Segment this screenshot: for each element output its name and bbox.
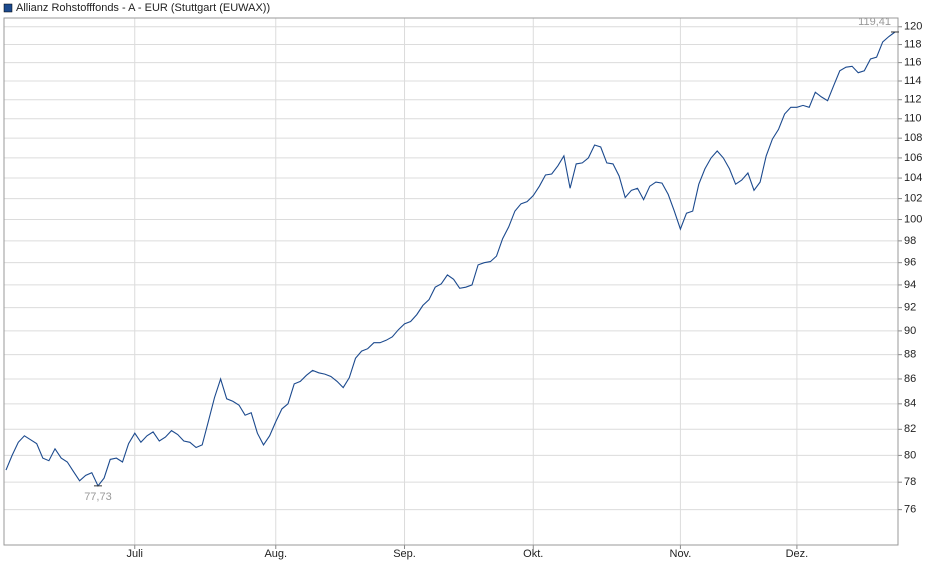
y-tick-label: 96 <box>904 257 916 269</box>
annotation: 119,41 <box>858 16 891 28</box>
y-tick-label: 86 <box>904 373 916 385</box>
y-tick-label: 92 <box>904 302 916 314</box>
x-tick-label: Nov. <box>670 548 692 560</box>
y-tick-label: 120 <box>904 21 922 33</box>
y-tick-label: 84 <box>904 398 916 410</box>
y-tick-label: 118 <box>904 38 922 50</box>
x-tick-label: Aug. <box>264 548 287 560</box>
x-tick-label: Juli <box>126 548 143 560</box>
y-tick-label: 88 <box>904 349 916 361</box>
y-tick-label: 82 <box>904 423 916 435</box>
y-tick-label: 94 <box>904 279 916 291</box>
y-tick-label: 116 <box>904 57 922 69</box>
legend-swatch <box>3 3 13 13</box>
y-tick-label: 80 <box>904 449 916 461</box>
y-tick-label: 112 <box>904 94 922 106</box>
legend-label: Allianz Rohstofffonds - A - EUR (Stuttga… <box>16 2 270 14</box>
x-tick-label: Dez. <box>786 548 809 560</box>
y-tick-label: 76 <box>904 504 916 516</box>
y-tick-label: 104 <box>904 172 922 184</box>
y-tick-label: 100 <box>904 213 922 225</box>
annotation: 77,73 <box>84 491 112 503</box>
plot-frame <box>3 17 899 546</box>
y-tick-label: 114 <box>904 75 922 87</box>
y-tick-label: 106 <box>904 152 922 164</box>
y-tick-label: 98 <box>904 235 916 247</box>
y-tick-label: 102 <box>904 192 922 204</box>
y-tick-label: 78 <box>904 476 916 488</box>
x-tick-label: Sep. <box>393 548 416 560</box>
y-tick-label: 110 <box>904 113 922 125</box>
y-tick-label: 108 <box>904 132 922 144</box>
line <box>5 31 896 487</box>
x-tick-label: Okt. <box>523 548 543 560</box>
y-tick-label: 90 <box>904 325 916 337</box>
